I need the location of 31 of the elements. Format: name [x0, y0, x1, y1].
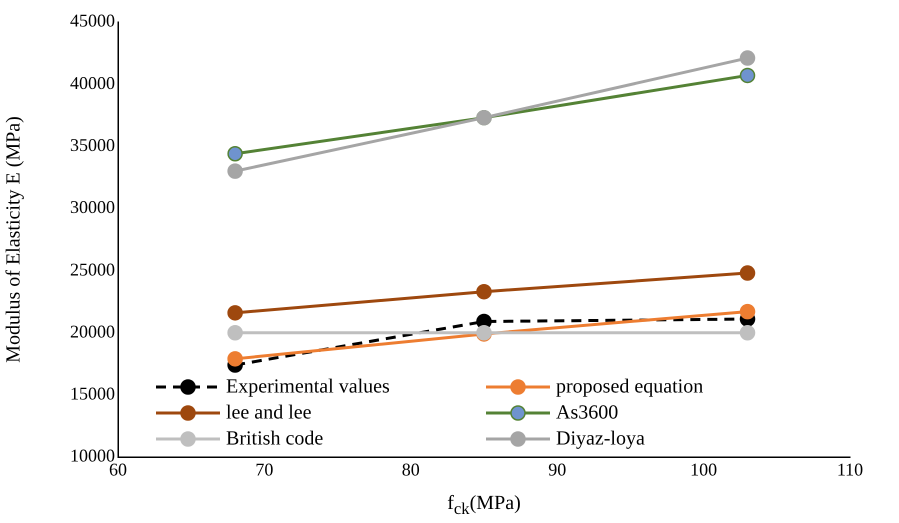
y-tick-label: 45000 — [70, 10, 115, 31]
point — [740, 265, 756, 281]
point — [740, 68, 756, 84]
point — [476, 284, 492, 300]
point — [227, 305, 243, 321]
x-tick-label: 70 — [255, 460, 274, 480]
point — [740, 50, 756, 66]
x-tick-label: 90 — [548, 460, 566, 480]
legend-label: proposed equation — [556, 375, 704, 398]
legend-label: British code — [226, 427, 324, 450]
x-tick-label: 100 — [690, 460, 718, 480]
legend-label: As3600 — [556, 401, 618, 424]
legend-label: lee and lee — [226, 401, 312, 424]
y-tick-label: 15000 — [70, 384, 115, 404]
y-axis-title: Modulus of Elasticity E (MPa) — [2, 116, 24, 363]
x-tick-label: 80 — [402, 460, 420, 480]
y-tick-label: 25000 — [70, 259, 115, 280]
point — [227, 146, 243, 162]
y-tick-label: 30000 — [70, 197, 115, 218]
y-tick-label: 35000 — [70, 135, 115, 156]
legend-label: Experimental values — [226, 375, 390, 398]
x-tick-label: 110 — [836, 460, 864, 480]
y-tick-label: 40000 — [70, 72, 115, 93]
point — [227, 163, 243, 179]
point — [227, 351, 243, 367]
x-axis-title: f$_{ck}$(MPa) — [446, 492, 522, 519]
point — [227, 324, 243, 340]
point — [740, 304, 756, 320]
y-tick-label: 20000 — [70, 321, 115, 342]
point — [740, 324, 756, 340]
legend-label: Diyaz-loya — [556, 427, 645, 450]
